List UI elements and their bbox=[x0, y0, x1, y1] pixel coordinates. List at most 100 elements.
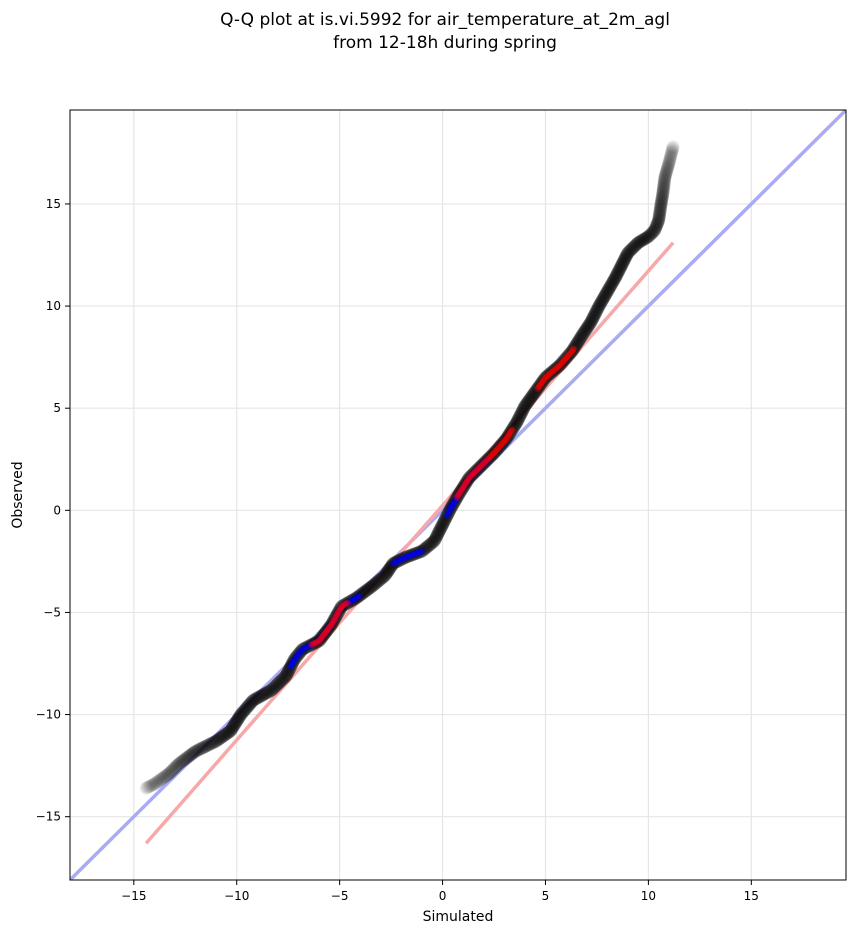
qq-point-517 bbox=[613, 261, 627, 275]
qq-point-429 bbox=[548, 363, 562, 377]
qq-point-red-core-95 bbox=[502, 436, 509, 444]
qq-point-red-core-66 bbox=[473, 467, 480, 474]
qq-point-blue-core-16 bbox=[300, 645, 308, 652]
qq-point-596 bbox=[659, 167, 673, 181]
qq-point-63 bbox=[211, 733, 225, 747]
qq-point-581 bbox=[656, 187, 670, 201]
qq-point-50 bbox=[195, 741, 209, 755]
qq-point-322 bbox=[456, 480, 470, 494]
qq-point-blue-core-144 bbox=[480, 460, 487, 467]
qq-point-503 bbox=[604, 278, 618, 292]
qq-point-red-core-18 bbox=[325, 624, 333, 632]
qq-point-7 bbox=[147, 777, 161, 791]
qq-point-blue-core-46 bbox=[330, 617, 337, 625]
qq-point-216 bbox=[359, 584, 373, 598]
qq-point-349 bbox=[482, 451, 496, 465]
qq-point-blue-core-38 bbox=[324, 626, 331, 634]
qq-point-blue-core-33 bbox=[319, 632, 327, 639]
qq-point-red-core-97 bbox=[503, 434, 511, 441]
qq-point-605 bbox=[662, 155, 676, 169]
qq-point-151 bbox=[295, 643, 309, 657]
qq-point-blue-core-73 bbox=[356, 592, 363, 599]
y-tick-label-0: −15 bbox=[36, 810, 61, 824]
qq-point-red-core-24 bbox=[330, 617, 337, 625]
qq-point-477 bbox=[587, 309, 601, 323]
qq-point-512 bbox=[610, 267, 624, 281]
qq-point-160 bbox=[306, 637, 320, 651]
qq-point-blue-core-67 bbox=[349, 596, 356, 604]
qq-point-340 bbox=[473, 460, 487, 474]
qq-point-341 bbox=[474, 459, 488, 473]
qq-point-196 bbox=[336, 599, 350, 613]
qq-point-289 bbox=[434, 520, 448, 534]
qq-point-blue-core-39 bbox=[324, 625, 332, 633]
qq-point-204 bbox=[346, 593, 360, 607]
qq-point-blue-core-86 bbox=[404, 553, 412, 560]
qq-point-red-core-16 bbox=[324, 626, 331, 634]
qq-point-blue-core-99 bbox=[444, 511, 451, 518]
qq-point-281 bbox=[429, 530, 443, 544]
qq-point-348 bbox=[481, 452, 495, 466]
qq-point-blue-core-17 bbox=[301, 644, 309, 652]
qq-point-170 bbox=[316, 629, 330, 643]
qq-point-435 bbox=[554, 357, 568, 371]
qq-point-207 bbox=[349, 591, 363, 605]
qq-point-blue-core-55 bbox=[336, 606, 343, 614]
qq-point-77 bbox=[226, 720, 240, 734]
qq-point-319 bbox=[454, 483, 468, 497]
qq-point-blue-core-43 bbox=[328, 621, 335, 628]
qq-point-227 bbox=[371, 574, 385, 588]
qq-point-red-core-45 bbox=[455, 490, 463, 498]
qq-point-552 bbox=[646, 226, 660, 240]
y-axis-label: Observed bbox=[10, 461, 26, 528]
qq-point-red-core-38 bbox=[340, 601, 348, 609]
qq-point-217 bbox=[360, 583, 374, 597]
qq-point-317 bbox=[453, 486, 467, 500]
qq-point-426 bbox=[545, 365, 559, 379]
qq-point-405 bbox=[527, 387, 541, 401]
qq-point-blue-core-113 bbox=[453, 494, 461, 501]
qq-point-0 bbox=[139, 781, 153, 795]
qq-point-red-core-51 bbox=[460, 483, 467, 491]
qq-point-red-core-0 bbox=[308, 641, 315, 649]
qq-point-78 bbox=[226, 719, 240, 733]
qq-point-509 bbox=[608, 270, 622, 284]
qq-point-303 bbox=[443, 503, 457, 517]
qq-point-46 bbox=[190, 744, 204, 758]
qq-point-blue-core-41 bbox=[326, 623, 333, 631]
qq-point-blue-core-127 bbox=[463, 477, 471, 485]
qq-point-200 bbox=[341, 596, 355, 610]
x-tick-label-4: 5 bbox=[542, 889, 550, 903]
qq-point-red-core-110 bbox=[538, 379, 545, 387]
qq-point-358 bbox=[491, 442, 505, 456]
qq-point-red-core-35 bbox=[337, 604, 345, 611]
qq-point-190 bbox=[331, 605, 345, 619]
qq-point-22 bbox=[164, 765, 178, 779]
qq-point-blue-core-101 bbox=[445, 508, 453, 516]
qq-point-335 bbox=[467, 466, 481, 480]
qq-point-280 bbox=[429, 531, 443, 545]
qq-point-blue-core-69 bbox=[351, 595, 359, 603]
qq-point-485 bbox=[592, 299, 606, 313]
qq-point-459 bbox=[574, 330, 588, 344]
y-tick-label-6: 15 bbox=[46, 197, 61, 211]
qq-point-blue-core-107 bbox=[449, 501, 457, 508]
y-tick-label-2: −5 bbox=[43, 605, 61, 619]
qq-point-137 bbox=[284, 660, 298, 674]
qq-point-102 bbox=[247, 693, 261, 707]
qq-point-red-core-68 bbox=[475, 465, 482, 472]
qq-point-118 bbox=[267, 681, 281, 695]
qq-point-red-core-127 bbox=[554, 363, 562, 371]
qq-point-blue-core-95 bbox=[416, 548, 423, 556]
qq-point-blue-core-14 bbox=[298, 647, 305, 654]
qq-point-red-core-119 bbox=[546, 370, 553, 378]
qq-point-blue-core-105 bbox=[448, 503, 455, 511]
qq-point-red-core-60 bbox=[467, 473, 474, 480]
qq-point-531 bbox=[623, 244, 637, 258]
qq-point-blue-core-4 bbox=[289, 658, 297, 666]
qq-point-403 bbox=[525, 389, 539, 403]
qq-point-133 bbox=[281, 665, 295, 679]
qq-point-red-core-46 bbox=[456, 489, 463, 497]
qq-point-176 bbox=[321, 622, 335, 636]
qq-point-red-core-141 bbox=[568, 348, 575, 356]
